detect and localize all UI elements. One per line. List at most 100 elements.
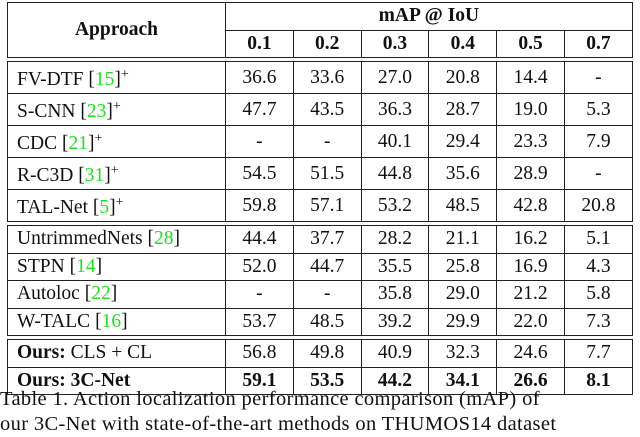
map-value: 36.3 — [360, 93, 430, 126]
map-value: 47.7 — [225, 93, 294, 126]
approach-name: W-TALC — [17, 310, 91, 332]
table-row: STPN [14] 52.0 44.7 35.5 25.8 16.9 4.3 — [7, 252, 633, 281]
map-value: 49.8 — [292, 339, 362, 368]
table-row: FV-DTF [15]+ 36.6 33.6 27.0 20.8 14.4- — [7, 61, 633, 94]
citation-link[interactable]: 22 — [91, 283, 111, 305]
map-value: 21.2 — [496, 280, 565, 309]
map-value: 44.2 — [360, 366, 430, 395]
map-value: - — [563, 157, 633, 190]
approach-name: UntrimmedNets — [17, 228, 143, 250]
citation-link[interactable]: 21 — [68, 133, 88, 154]
approach-cell: FV-DTF [15]+ — [7, 61, 226, 94]
map-value: 23.3 — [496, 125, 565, 158]
iou-threshold-header: 0.2 — [292, 29, 362, 58]
table-row: S-CNN [23]+ 47.7 43.5 36.3 28.7 19.0 5.3 — [7, 93, 633, 126]
map-value: 25.8 — [428, 252, 498, 281]
map-value: 7.3 — [563, 307, 633, 336]
approach-name: CDC — [17, 133, 58, 154]
citation-link[interactable]: 14 — [76, 255, 96, 277]
map-value: 42.8 — [496, 189, 565, 222]
map-value: 43.5 — [292, 93, 362, 126]
caption-line-1: Table 1. Action localization performance… — [0, 388, 540, 410]
table-row: CDC [21]+ - -40.1 29.4 23.3 7.9 — [7, 125, 633, 158]
map-value: 26.6 — [496, 366, 565, 395]
approach-cell: Autoloc [22] — [7, 280, 226, 309]
map-value: 35.8 — [360, 280, 430, 309]
map-value: 14.4 — [496, 61, 565, 94]
map-value: 28.9 — [496, 157, 565, 190]
map-value: 59.1 — [225, 366, 294, 395]
table-row: W-TALC [16] 53.7 48.5 39.2 29.9 22.0 7.3 — [7, 307, 633, 336]
header-row: Approach mAP @ IoU — [7, 2, 633, 58]
map-value: 28.7 — [428, 93, 498, 126]
map-value: 54.5 — [225, 157, 294, 190]
map-value: 5.3 — [563, 93, 633, 126]
table-row: Ours: 3C-Net 59.1 53.5 44.2 34.1 26.6 8.1 — [7, 366, 633, 395]
fully-supervised-mark: + — [120, 67, 129, 82]
map-value: 20.8 — [563, 189, 633, 222]
map-value: 7.7 — [563, 339, 633, 368]
ours-prefix: Ours: — [17, 369, 66, 391]
citation-link[interactable]: 31 — [84, 165, 105, 186]
map-value: 4.3 — [563, 252, 633, 281]
fully-supervised-mark: + — [94, 131, 103, 146]
map-value: - — [563, 61, 633, 94]
map-value: 7.9 — [563, 125, 633, 158]
map-value: 20.8 — [428, 61, 498, 94]
map-value: 29.0 — [428, 280, 498, 309]
map-value: 29.9 — [428, 307, 498, 336]
map-value: 16.2 — [496, 225, 565, 254]
map-value: 48.5 — [428, 189, 498, 222]
double-rule — [7, 221, 633, 226]
map-value: 33.6 — [292, 61, 362, 94]
approach-header: Approach — [7, 2, 226, 58]
map-value: 51.5 — [292, 157, 362, 190]
map-value: 36.6 — [225, 61, 294, 94]
citation-link[interactable]: 28 — [154, 228, 174, 250]
section-divider — [7, 221, 633, 226]
map-value: 40.9 — [360, 339, 430, 368]
citation-link[interactable]: 16 — [101, 310, 122, 332]
approach-name: S-CNN — [17, 101, 76, 122]
approach-name: STPN — [17, 255, 65, 277]
map-value: 22.0 — [496, 307, 565, 336]
map-value: 44.8 — [360, 157, 430, 190]
map-value: 27.0 — [360, 61, 430, 94]
iou-threshold-header: 0.4 — [428, 29, 498, 58]
approach-cell: S-CNN [23]+ — [7, 93, 226, 126]
map-value: 59.8 — [225, 189, 294, 222]
iou-threshold-header: 0.5 — [496, 29, 565, 58]
iou-threshold-row: 0.1 0.2 0.3 0.4 0.5 0.7 — [8, 29, 633, 58]
map-value: 52.0 — [225, 252, 294, 281]
approach-cell: CDC [21]+ — [7, 125, 226, 158]
map-value: - — [292, 280, 362, 309]
map-value: 57.1 — [292, 189, 362, 222]
citation-link[interactable]: 23 — [86, 101, 107, 122]
map-value: - — [225, 125, 294, 158]
approach-cell: Ours: CLS + CL — [7, 339, 226, 368]
map-value: 34.1 — [428, 366, 498, 395]
iou-threshold-header: 0.3 — [360, 29, 430, 58]
citation-link[interactable]: 5 — [99, 197, 110, 218]
map-value: 39.2 — [360, 307, 430, 336]
table-row: Autoloc [22] - -35.8 29.0 21.2 5.8 — [7, 280, 633, 309]
approach-name: CLS + CL — [70, 342, 153, 364]
map-value: 35.6 — [428, 157, 498, 190]
fully-supervised-mark: + — [115, 195, 124, 210]
table-row: R-C3D [31]+ 54.5 51.5 44.8 35.6 28.9- — [7, 157, 633, 190]
map-value: 5.8 — [563, 280, 633, 309]
approach-name: 3C-Net — [70, 369, 131, 391]
map-value: 8.1 — [563, 366, 633, 395]
approach-cell: Ours: 3C-Net — [7, 366, 226, 395]
map-value: 48.5 — [292, 307, 362, 336]
approach-cell: UntrimmedNets [28] — [7, 225, 226, 254]
iou-threshold-header: 0.7 — [563, 29, 633, 58]
table-row: Ours: CLS + CL 56.8 49.8 40.9 32.3 24.6 7.7 — [7, 339, 633, 368]
map-iou-header: mAP @ IoU — [225, 2, 633, 31]
citation-link[interactable]: 15 — [94, 69, 115, 90]
caption-line-2: our 3C-Net with state-of-the-art methods… — [0, 413, 557, 435]
approach-cell: STPN [14] — [7, 252, 226, 281]
map-value: 53.7 — [225, 307, 294, 336]
approach-name: TAL-Net — [17, 197, 88, 218]
map-value: 24.6 — [496, 339, 565, 368]
